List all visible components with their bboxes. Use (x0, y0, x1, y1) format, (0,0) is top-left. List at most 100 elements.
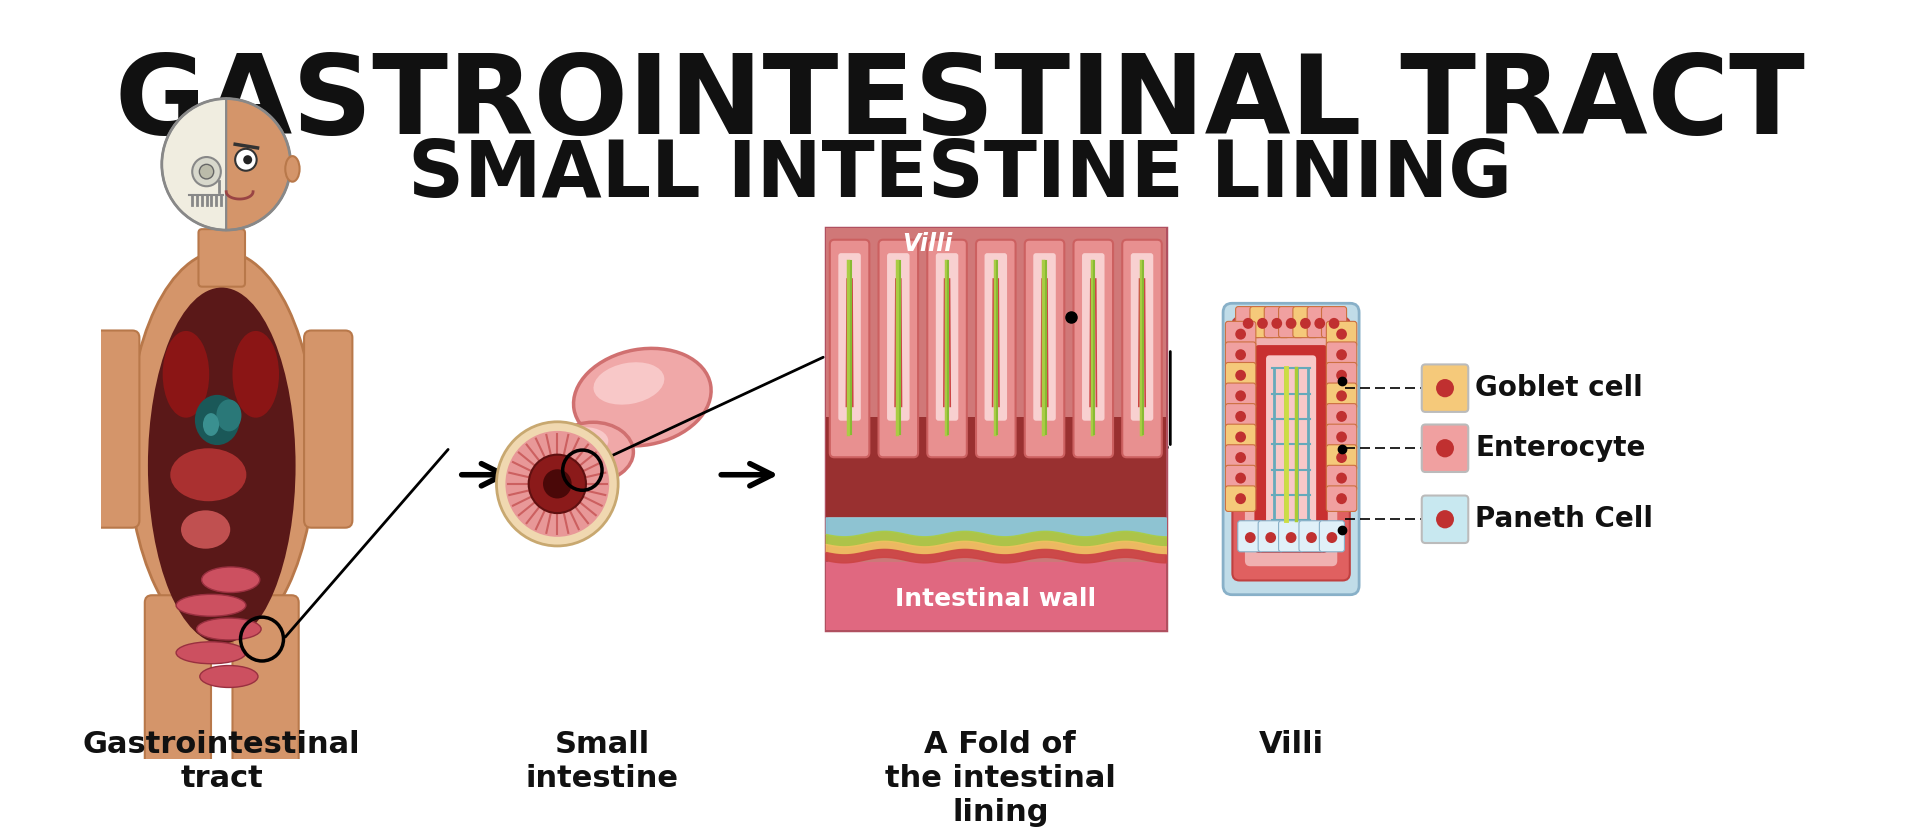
FancyBboxPatch shape (90, 331, 140, 528)
Text: GASTROINTESTINAL TRACT: GASTROINTESTINAL TRACT (115, 50, 1805, 157)
FancyBboxPatch shape (1421, 425, 1469, 472)
Circle shape (1258, 318, 1267, 329)
Ellipse shape (564, 427, 609, 455)
Ellipse shape (196, 618, 261, 640)
FancyBboxPatch shape (1421, 365, 1469, 412)
FancyBboxPatch shape (232, 595, 300, 793)
Circle shape (1315, 318, 1325, 329)
FancyBboxPatch shape (1421, 495, 1469, 543)
FancyBboxPatch shape (1225, 383, 1256, 409)
FancyBboxPatch shape (1319, 521, 1344, 552)
FancyBboxPatch shape (1327, 424, 1357, 450)
Circle shape (1286, 318, 1296, 329)
FancyBboxPatch shape (1225, 486, 1256, 511)
Circle shape (1336, 370, 1348, 381)
Circle shape (1286, 532, 1296, 543)
FancyBboxPatch shape (826, 229, 1165, 518)
FancyBboxPatch shape (1327, 342, 1357, 367)
Ellipse shape (286, 156, 300, 182)
FancyBboxPatch shape (1258, 521, 1283, 552)
FancyBboxPatch shape (1279, 521, 1304, 552)
Circle shape (1244, 532, 1256, 543)
Circle shape (1235, 349, 1246, 360)
Ellipse shape (148, 288, 296, 644)
Circle shape (1336, 329, 1348, 340)
FancyBboxPatch shape (1263, 307, 1290, 337)
Circle shape (528, 455, 586, 513)
Circle shape (1336, 473, 1348, 484)
FancyBboxPatch shape (1327, 445, 1357, 470)
Circle shape (1235, 493, 1246, 504)
Ellipse shape (200, 666, 257, 687)
Circle shape (192, 157, 221, 186)
Circle shape (497, 422, 618, 546)
FancyBboxPatch shape (1225, 465, 1256, 491)
Ellipse shape (217, 400, 242, 431)
Ellipse shape (180, 510, 230, 548)
FancyBboxPatch shape (1223, 303, 1359, 595)
Text: Villi: Villi (1258, 730, 1323, 760)
Circle shape (1336, 391, 1348, 401)
Circle shape (1436, 510, 1453, 529)
Circle shape (1336, 431, 1348, 442)
FancyBboxPatch shape (1238, 521, 1263, 552)
Ellipse shape (177, 642, 246, 664)
FancyBboxPatch shape (1025, 239, 1064, 457)
FancyBboxPatch shape (1250, 307, 1275, 337)
Circle shape (1235, 431, 1246, 442)
Ellipse shape (163, 331, 209, 418)
FancyBboxPatch shape (1327, 383, 1357, 409)
FancyBboxPatch shape (1327, 322, 1357, 347)
FancyBboxPatch shape (1327, 404, 1357, 429)
Circle shape (1235, 391, 1246, 401)
FancyBboxPatch shape (935, 253, 958, 420)
Text: Paneth Cell: Paneth Cell (1475, 505, 1653, 534)
FancyBboxPatch shape (1265, 356, 1315, 539)
Circle shape (1235, 452, 1246, 463)
Circle shape (1327, 532, 1336, 543)
Ellipse shape (204, 413, 219, 436)
FancyBboxPatch shape (1236, 307, 1261, 337)
FancyBboxPatch shape (839, 253, 860, 420)
FancyBboxPatch shape (975, 239, 1016, 457)
Circle shape (1235, 473, 1246, 484)
Ellipse shape (574, 348, 710, 446)
FancyBboxPatch shape (985, 253, 1008, 420)
FancyBboxPatch shape (879, 239, 918, 457)
Circle shape (1242, 318, 1254, 329)
Text: SMALL INTESTINE LINING: SMALL INTESTINE LINING (407, 137, 1513, 213)
Text: Small
intestine: Small intestine (526, 730, 678, 793)
Wedge shape (161, 99, 227, 230)
FancyBboxPatch shape (887, 253, 910, 420)
FancyBboxPatch shape (1254, 345, 1329, 553)
FancyBboxPatch shape (1121, 239, 1162, 457)
FancyBboxPatch shape (303, 331, 353, 528)
FancyBboxPatch shape (1225, 424, 1256, 450)
Ellipse shape (553, 422, 634, 482)
Circle shape (1265, 532, 1277, 543)
FancyBboxPatch shape (826, 417, 1165, 518)
FancyBboxPatch shape (1225, 445, 1256, 470)
Circle shape (1436, 379, 1453, 397)
FancyBboxPatch shape (1225, 362, 1256, 388)
Circle shape (1436, 439, 1453, 457)
Circle shape (543, 470, 572, 499)
Ellipse shape (171, 448, 246, 501)
FancyBboxPatch shape (826, 229, 1165, 630)
FancyBboxPatch shape (826, 562, 1165, 630)
FancyBboxPatch shape (1327, 486, 1357, 511)
Ellipse shape (129, 251, 315, 644)
FancyBboxPatch shape (1225, 342, 1256, 367)
FancyBboxPatch shape (1131, 253, 1154, 420)
Circle shape (1235, 411, 1246, 422)
Circle shape (1235, 370, 1246, 381)
Ellipse shape (196, 395, 240, 445)
Circle shape (1235, 329, 1246, 340)
FancyBboxPatch shape (1244, 332, 1336, 566)
FancyBboxPatch shape (1327, 362, 1357, 388)
Circle shape (1336, 493, 1348, 504)
Text: Gastrointestinal
tract: Gastrointestinal tract (83, 730, 361, 793)
FancyBboxPatch shape (1073, 239, 1114, 457)
Circle shape (1306, 532, 1317, 543)
Circle shape (1329, 318, 1340, 329)
